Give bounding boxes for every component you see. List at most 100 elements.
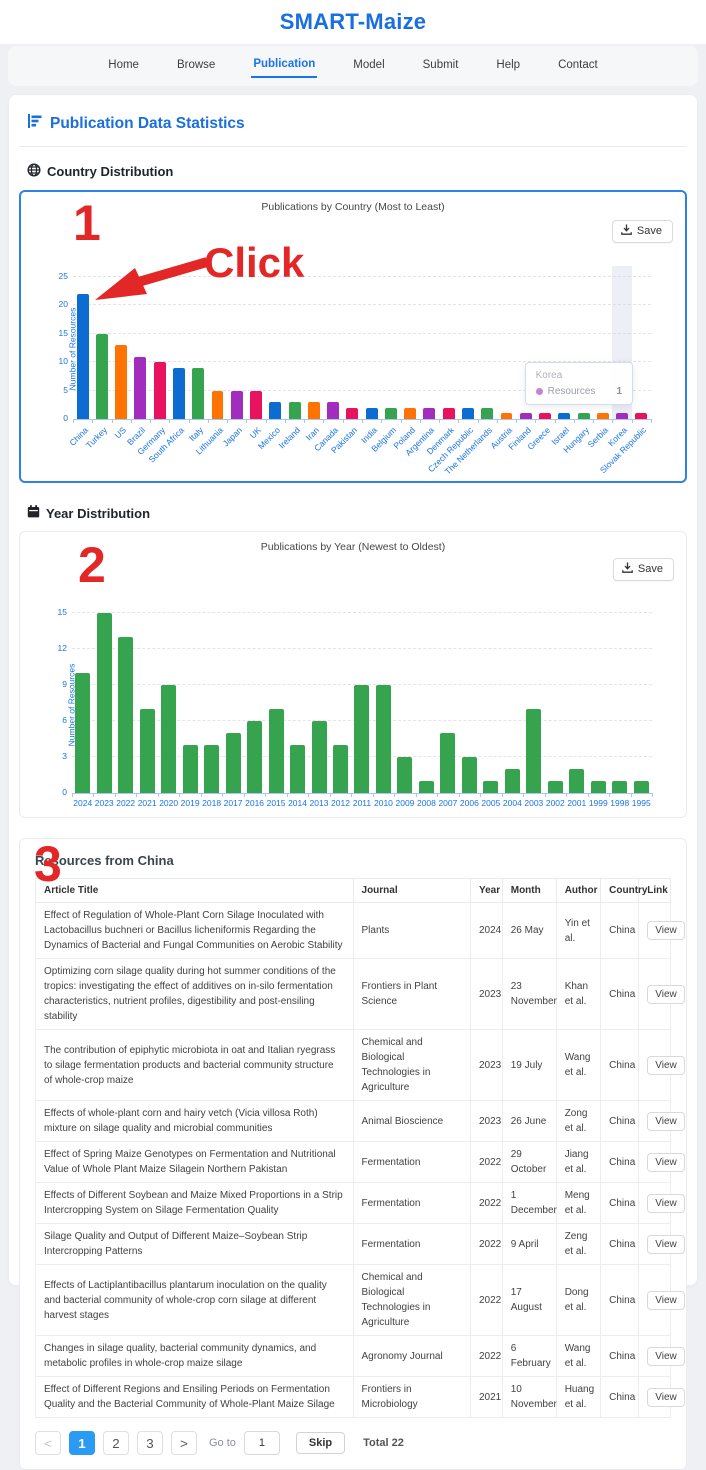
nav-item-contact[interactable]: Contact bbox=[558, 59, 598, 71]
axis-tick bbox=[523, 793, 525, 797]
nav-item-publication[interactable]: Publication bbox=[251, 54, 318, 78]
nav-item-model[interactable]: Model bbox=[353, 59, 385, 71]
pagination-skip-button[interactable]: Skip bbox=[295, 1432, 346, 1454]
bar-2017[interactable] bbox=[225, 733, 241, 793]
save-country-chart-button[interactable]: Save bbox=[611, 220, 673, 243]
table-header-row: Article Title Journal Year Month Author Count… bbox=[35, 878, 671, 903]
bar-2005[interactable] bbox=[483, 781, 499, 793]
axis-tick bbox=[111, 419, 113, 423]
bar-israel[interactable] bbox=[558, 413, 571, 419]
bar-1998[interactable] bbox=[612, 781, 628, 793]
pagination-next-button[interactable]: > bbox=[171, 1431, 197, 1455]
bar-mexico[interactable] bbox=[269, 401, 282, 419]
bar-india[interactable] bbox=[365, 407, 378, 419]
bar-germany[interactable] bbox=[153, 362, 166, 419]
bar-ireland[interactable] bbox=[288, 401, 301, 419]
pagination-prev-button[interactable]: < bbox=[35, 1431, 61, 1455]
cell-title: Effect of Regulation of Whole-Plant Corn… bbox=[35, 902, 354, 959]
view-button[interactable]: View bbox=[647, 1346, 685, 1366]
bar-us[interactable] bbox=[115, 345, 128, 419]
bar-1995[interactable] bbox=[633, 781, 649, 793]
view-button[interactable]: View bbox=[647, 1193, 685, 1213]
bar-2002[interactable] bbox=[547, 781, 563, 793]
pagination-page-3[interactable]: 3 bbox=[137, 1431, 163, 1455]
axis-tick bbox=[415, 793, 417, 797]
bar-2022[interactable] bbox=[118, 637, 134, 793]
bar-pakistan[interactable] bbox=[346, 407, 359, 419]
bar-2007[interactable] bbox=[440, 733, 456, 793]
bar-lithuania[interactable] bbox=[211, 390, 224, 419]
view-button[interactable]: View bbox=[647, 984, 685, 1004]
bar-hungary[interactable] bbox=[577, 413, 590, 419]
bar-austria[interactable] bbox=[500, 413, 513, 419]
bar-2001[interactable] bbox=[569, 769, 585, 793]
bar-2004[interactable] bbox=[504, 769, 520, 793]
bar-czech-republic[interactable] bbox=[461, 407, 474, 419]
bar-2024[interactable] bbox=[75, 673, 91, 793]
view-button[interactable]: View bbox=[647, 1290, 685, 1310]
x-tick-label: 2017 bbox=[223, 798, 243, 808]
bar-2012[interactable] bbox=[332, 745, 348, 793]
bar-south-africa[interactable] bbox=[172, 367, 185, 419]
bar-2023[interactable] bbox=[96, 613, 112, 793]
bar-slot bbox=[266, 278, 285, 419]
bar-china[interactable] bbox=[76, 294, 89, 419]
nav-item-browse[interactable]: Browse bbox=[176, 59, 216, 71]
nav-item-submit[interactable]: Submit bbox=[422, 59, 459, 71]
table-row: Effects of whole-plant corn and hairy ve… bbox=[35, 1100, 685, 1142]
pagination-goto-input[interactable] bbox=[243, 1431, 280, 1455]
bar-poland[interactable] bbox=[404, 407, 417, 419]
cell-month: 6 February bbox=[501, 1335, 557, 1377]
bar-2003[interactable] bbox=[526, 709, 542, 793]
bar-belgium[interactable] bbox=[384, 407, 397, 419]
bar-finland[interactable] bbox=[519, 413, 532, 419]
bar-2009[interactable] bbox=[397, 757, 413, 793]
bar-slot bbox=[304, 278, 323, 419]
bar-2006[interactable] bbox=[461, 757, 477, 793]
bar-2018[interactable] bbox=[204, 745, 220, 793]
bar-korea[interactable] bbox=[616, 413, 629, 419]
bar-canada[interactable] bbox=[327, 401, 340, 419]
bar-denmark[interactable] bbox=[442, 407, 455, 419]
bar-brazil[interactable] bbox=[134, 356, 147, 419]
bar-2020[interactable] bbox=[161, 685, 177, 793]
table-row: The contribution of epiphytic microbiota… bbox=[35, 1029, 685, 1101]
bar-1999[interactable] bbox=[590, 781, 606, 793]
bar-2016[interactable] bbox=[247, 721, 263, 793]
view-button[interactable]: View bbox=[647, 1152, 685, 1172]
bar-iran[interactable] bbox=[307, 401, 320, 419]
bar-uk[interactable] bbox=[250, 390, 262, 419]
bar-2013[interactable] bbox=[311, 721, 327, 793]
view-button[interactable]: View bbox=[647, 1055, 685, 1075]
view-button[interactable]: View bbox=[647, 1387, 685, 1407]
bar-2019[interactable] bbox=[182, 745, 198, 793]
bar-slot bbox=[131, 278, 150, 419]
bar-2014[interactable] bbox=[290, 745, 306, 793]
y-tick-label: 12 bbox=[57, 643, 67, 653]
view-button[interactable]: View bbox=[647, 1111, 685, 1131]
bar-2008[interactable] bbox=[418, 781, 434, 793]
cell-link: View bbox=[638, 1223, 685, 1265]
bar-2010[interactable] bbox=[375, 685, 391, 793]
bar-slovak-republic[interactable] bbox=[635, 413, 648, 419]
save-year-chart-button[interactable]: Save bbox=[612, 558, 674, 581]
view-button[interactable]: View bbox=[647, 921, 685, 940]
bar-argentina[interactable] bbox=[423, 407, 436, 419]
bar-serbia[interactable] bbox=[596, 413, 609, 419]
nav-item-help[interactable]: Help bbox=[496, 59, 521, 71]
bar-slot bbox=[92, 278, 111, 419]
pagination-page-2[interactable]: 2 bbox=[103, 1431, 129, 1455]
bar-2021[interactable] bbox=[139, 709, 155, 793]
bar-greece[interactable] bbox=[539, 413, 551, 419]
view-button[interactable]: View bbox=[647, 1234, 685, 1254]
bar-the-netherlands[interactable] bbox=[481, 407, 494, 419]
cell-month: 19 July bbox=[501, 1029, 557, 1101]
axis-tick bbox=[93, 793, 95, 797]
bar-japan[interactable] bbox=[230, 390, 243, 419]
bar-turkey[interactable] bbox=[95, 333, 108, 419]
nav-item-home[interactable]: Home bbox=[108, 59, 139, 71]
bar-2015[interactable] bbox=[268, 709, 284, 793]
bar-2011[interactable] bbox=[354, 685, 370, 793]
pagination-page-1[interactable]: 1 bbox=[69, 1431, 95, 1455]
bar-italy[interactable] bbox=[192, 367, 205, 419]
